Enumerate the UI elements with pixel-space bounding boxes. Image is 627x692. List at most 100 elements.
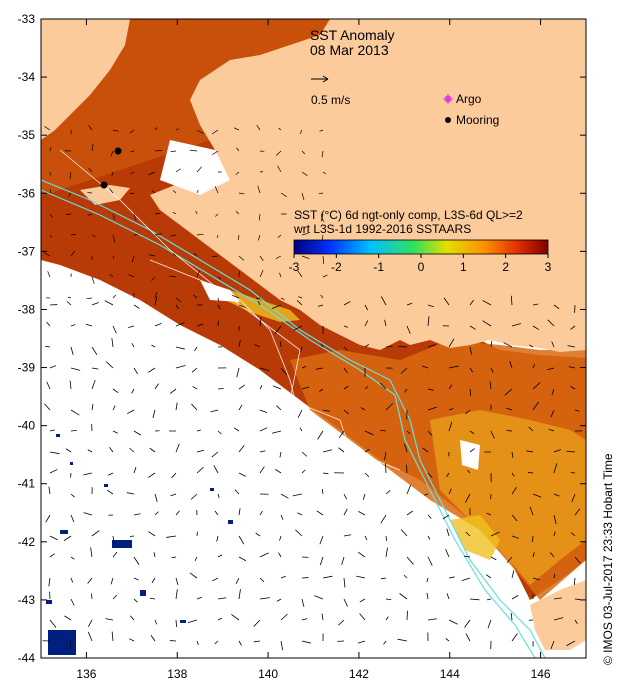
current-vector bbox=[317, 304, 324, 307]
current-vector bbox=[532, 535, 534, 543]
current-vector bbox=[211, 451, 219, 458]
current-vector bbox=[195, 210, 198, 215]
vector-key: 0.5 m/s bbox=[311, 75, 350, 107]
x-tick-label: 142 bbox=[349, 667, 369, 681]
current-vector bbox=[510, 295, 513, 306]
speckle bbox=[46, 600, 52, 604]
current-vector bbox=[196, 270, 200, 278]
current-vector bbox=[448, 421, 453, 432]
current-vector bbox=[109, 273, 114, 278]
current-vector bbox=[253, 640, 261, 643]
current-vector bbox=[148, 472, 156, 478]
current-vector bbox=[299, 129, 303, 134]
current-vector bbox=[551, 341, 555, 348]
current-vector bbox=[83, 472, 93, 476]
current-vector bbox=[212, 150, 219, 155]
current-vector bbox=[341, 556, 345, 565]
current-vector bbox=[427, 344, 437, 348]
current-vector bbox=[273, 385, 282, 390]
current-vector bbox=[214, 186, 219, 194]
current-vector bbox=[448, 576, 455, 579]
current-vector bbox=[364, 535, 368, 541]
current-vector bbox=[364, 472, 370, 478]
current-vector bbox=[45, 514, 51, 523]
current-vector bbox=[320, 294, 324, 299]
current-vector bbox=[292, 493, 303, 497]
current-vector bbox=[319, 556, 324, 566]
current-vector bbox=[356, 575, 366, 579]
current-vector bbox=[446, 593, 450, 600]
current-vector bbox=[259, 552, 269, 558]
current-vector bbox=[406, 510, 413, 516]
x-tick-label: 146 bbox=[531, 667, 551, 681]
current-vector bbox=[277, 165, 282, 173]
current-vector bbox=[217, 297, 220, 302]
plot-frame bbox=[40, 18, 587, 659]
current-vector bbox=[169, 388, 177, 394]
current-vector bbox=[465, 409, 471, 415]
current-vector bbox=[91, 367, 99, 370]
current-vector bbox=[154, 383, 159, 390]
current-vector bbox=[553, 493, 560, 497]
current-vector bbox=[133, 556, 140, 565]
no-data-patch-gulf bbox=[160, 140, 230, 195]
current-vector bbox=[343, 598, 348, 607]
speckle bbox=[180, 620, 186, 623]
mooring-marker bbox=[114, 147, 122, 155]
current-vector bbox=[280, 575, 286, 579]
current-vector bbox=[112, 594, 118, 600]
current-vector bbox=[175, 510, 180, 516]
current-vector bbox=[280, 514, 284, 520]
current-vector bbox=[175, 297, 182, 303]
current-vector bbox=[446, 472, 450, 478]
current-vector bbox=[169, 234, 177, 237]
current-vector bbox=[112, 405, 116, 411]
current-vector bbox=[511, 451, 514, 458]
current-vector bbox=[301, 150, 306, 155]
current-vector bbox=[532, 303, 539, 306]
current-vector bbox=[189, 572, 198, 579]
current-vector bbox=[443, 297, 450, 306]
current-vector bbox=[490, 531, 500, 537]
current-vector bbox=[238, 535, 245, 545]
colorbar-tick-label: -3 bbox=[289, 260, 300, 274]
current-vector bbox=[359, 613, 366, 621]
current-vector bbox=[427, 535, 431, 540]
current-vector bbox=[343, 325, 349, 328]
current-vector bbox=[211, 129, 219, 135]
current-vector bbox=[257, 234, 261, 241]
current-vector bbox=[259, 255, 264, 262]
current-vector bbox=[404, 388, 408, 393]
current-vector bbox=[87, 192, 93, 194]
current-vector bbox=[129, 535, 135, 537]
current-vector bbox=[490, 556, 497, 561]
current-vector bbox=[133, 367, 139, 375]
current-vector bbox=[358, 511, 366, 516]
current-vector bbox=[192, 386, 198, 390]
speckle bbox=[104, 484, 108, 487]
current-vector bbox=[506, 407, 513, 411]
current-vector bbox=[193, 346, 198, 352]
current-vector bbox=[154, 493, 158, 502]
current-vector bbox=[275, 255, 282, 259]
current-vector bbox=[154, 619, 158, 625]
current-vector bbox=[154, 322, 162, 327]
current-vector bbox=[196, 429, 201, 432]
current-vector bbox=[547, 367, 555, 371]
current-vector bbox=[300, 346, 303, 352]
current-vector bbox=[110, 150, 114, 157]
current-vector bbox=[129, 638, 135, 642]
current-vector bbox=[448, 384, 453, 390]
current-vector bbox=[133, 577, 139, 581]
current-vector bbox=[65, 448, 72, 453]
current-vector bbox=[175, 304, 179, 309]
vector-key-arrowhead bbox=[322, 75, 329, 83]
current-vector bbox=[66, 301, 72, 306]
current-vector bbox=[67, 296, 72, 299]
current-vector bbox=[570, 532, 576, 537]
current-vector bbox=[172, 190, 177, 194]
map-date: 08 Mar 2013 bbox=[310, 42, 389, 58]
current-vector bbox=[104, 300, 114, 306]
current-vector bbox=[469, 448, 475, 453]
land-mainland-north bbox=[150, 19, 586, 352]
